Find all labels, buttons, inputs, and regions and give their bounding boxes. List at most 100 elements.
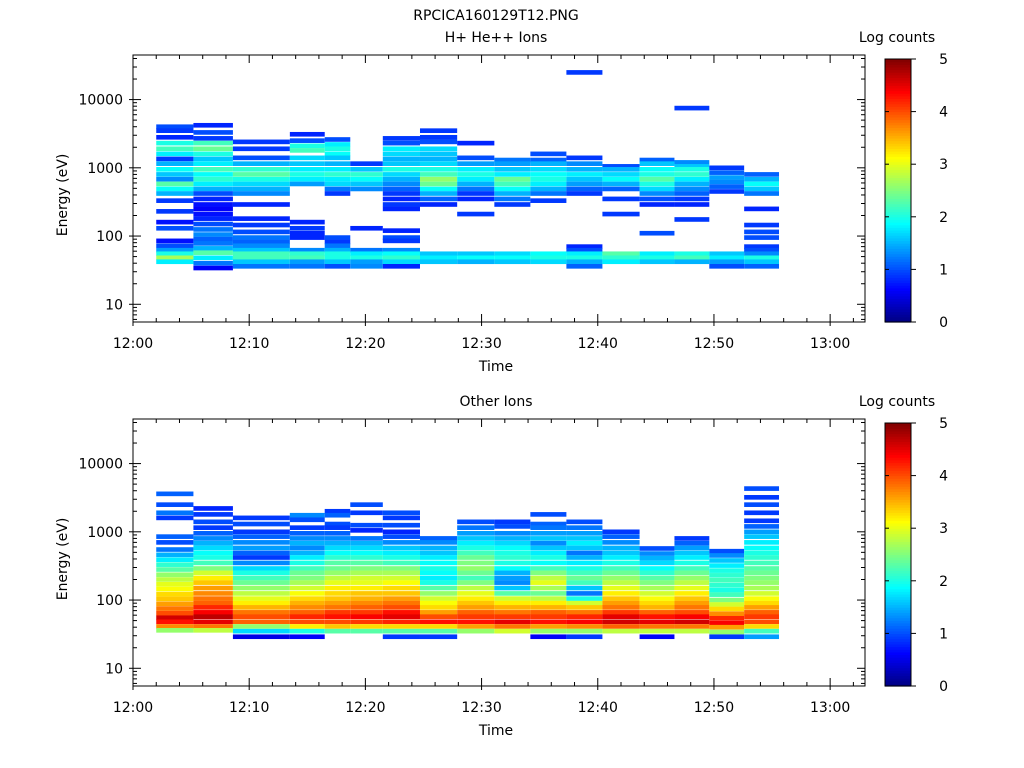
heatmap-cell: [494, 591, 531, 596]
colorbar-strip: [885, 678, 911, 682]
heatmap-cell: [674, 596, 710, 601]
heatmap-cell: [382, 555, 420, 560]
heatmap-cell: [530, 172, 567, 177]
heatmap-cell: [324, 259, 351, 265]
heatmap-cell: [289, 550, 325, 556]
heatmap-cell: [639, 251, 675, 257]
heatmap-cell: [744, 186, 780, 192]
heatmap-cell: [232, 591, 290, 596]
heatmap-cell: [289, 259, 325, 265]
heatmap-cell: [744, 619, 780, 625]
heatmap-cell: [289, 540, 325, 546]
heatmap-cell: [457, 605, 495, 610]
colorbar-strip: [885, 59, 911, 63]
heatmap-cell: [324, 151, 351, 157]
heatmap-cell: [744, 191, 780, 196]
colorbar-strip: [885, 166, 911, 171]
heatmap-cell: [602, 534, 640, 539]
heatmap-cells: [156, 486, 780, 640]
heatmap-cell: [639, 600, 675, 606]
colorbar-strip: [885, 680, 911, 684]
heatmap-cell: [494, 555, 531, 560]
heatmap-cell: [156, 586, 194, 592]
heatmap-cell: [350, 545, 383, 551]
heatmap-cell: [350, 596, 383, 601]
heatmap-cell: [744, 605, 780, 610]
heatmap-cell: [602, 619, 640, 625]
heatmap-cell: [289, 575, 325, 581]
heatmap-cell: [674, 167, 710, 172]
heatmap-cell: [382, 196, 420, 202]
heatmap-cell: [156, 619, 194, 625]
heatmap-cell: [419, 139, 458, 145]
heatmap-cell: [382, 251, 420, 257]
heatmap-cell: [156, 624, 194, 629]
heatmap-cell: [419, 591, 458, 596]
heatmap-cell: [744, 540, 780, 545]
heatmap-cell: [156, 577, 194, 582]
heatmap-cell: [494, 570, 531, 576]
heatmap-cell: [709, 634, 745, 640]
heatmap-cell: [193, 172, 233, 177]
heatmap-cell: [232, 560, 290, 566]
heatmap-cell: [289, 138, 325, 143]
heatmap-cell: [566, 244, 603, 249]
colorbar-strip: [885, 457, 911, 461]
colorbar-strip: [885, 428, 911, 432]
colorbar-strip: [885, 295, 911, 299]
heatmap-cell: [602, 555, 640, 560]
heatmap-cell: [193, 610, 233, 615]
heatmap-cell: [457, 566, 495, 571]
heatmap-cell: [324, 146, 351, 152]
heatmap-cell: [382, 540, 420, 545]
heatmap-cell: [566, 531, 603, 536]
heatmap-cell: [324, 614, 351, 620]
heatmap-cell: [566, 191, 603, 196]
colorbar-strip: [885, 557, 911, 561]
colorbar-strip: [885, 250, 911, 255]
heatmap-cell: [156, 238, 194, 244]
heatmap-cell: [639, 181, 675, 187]
heatmap-cell: [289, 566, 325, 571]
heatmap-cell: [382, 136, 420, 141]
heatmap-cell: [156, 186, 194, 192]
heatmap-cell: [457, 167, 495, 172]
heatmap-cell: [709, 170, 745, 175]
heatmap-cell: [419, 605, 458, 610]
colorbar-tick-label: 3: [939, 521, 948, 537]
y-tick-label: 100: [96, 593, 123, 609]
colorbar-strip: [885, 287, 911, 292]
heatmap-cell: [193, 202, 233, 207]
colorbar-strip: [885, 614, 911, 619]
heatmap-cell: [744, 534, 780, 539]
heatmap-cell: [709, 255, 745, 261]
heatmap-cell: [602, 585, 640, 591]
heatmap-cell: [494, 181, 531, 187]
heatmap-cell: [193, 540, 233, 546]
heatmap-cell: [457, 610, 495, 615]
heatmap-cell: [350, 167, 383, 172]
heatmap-cell: [193, 596, 233, 601]
heatmap-cell: [324, 161, 351, 166]
heatmap-cell: [639, 619, 675, 625]
heatmap-cell: [350, 176, 383, 182]
heatmap-cell: [494, 545, 531, 551]
heatmap-cell: [457, 255, 495, 261]
colorbar-strip: [885, 211, 911, 215]
heatmap-cell: [566, 172, 603, 177]
heatmap-cell: [639, 172, 675, 177]
heatmap-cell: [382, 206, 420, 212]
heatmap-cell: [744, 222, 780, 228]
heatmap-cell: [419, 550, 458, 556]
heatmap-cell: [709, 189, 745, 194]
heatmap-cell: [232, 181, 290, 187]
heatmap-cell: [419, 634, 458, 640]
heatmap-cell: [232, 172, 290, 177]
heatmap-cell: [232, 634, 290, 640]
colorbar-tick-label: 3: [939, 157, 948, 173]
colorbar-strip: [885, 140, 911, 144]
heatmap-cell: [494, 186, 531, 192]
colorbar-strip: [885, 319, 911, 323]
heatmap-cell: [639, 560, 675, 566]
heatmap-cell: [566, 519, 603, 525]
